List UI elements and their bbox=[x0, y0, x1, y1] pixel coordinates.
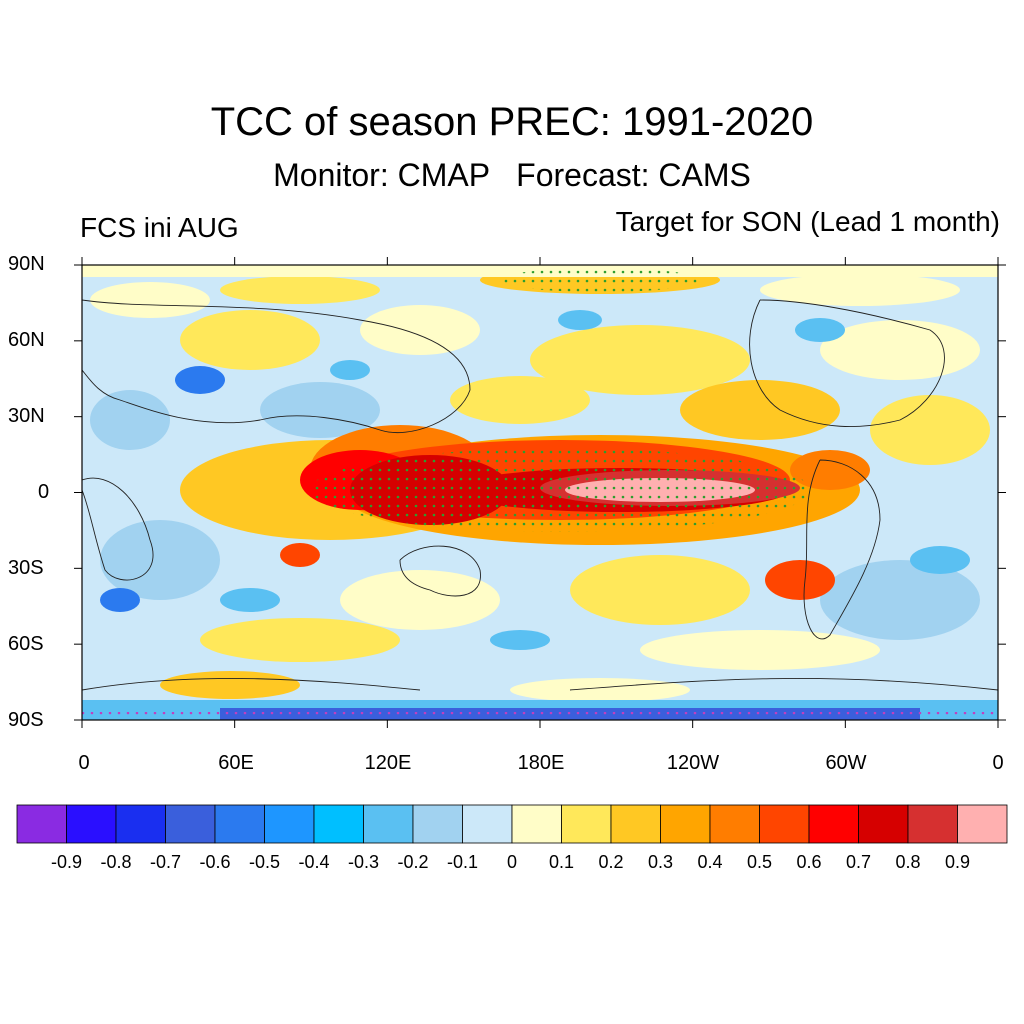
colorbar-swatch bbox=[907, 804, 958, 844]
lon-label: 60W bbox=[825, 752, 867, 774]
colorbar-swatch bbox=[313, 804, 364, 844]
lat-label: 60S bbox=[8, 633, 44, 655]
colorbar-tick-label: 0.7 bbox=[845, 852, 872, 872]
colorbar-swatch bbox=[165, 804, 216, 844]
lat-label: 30N bbox=[8, 405, 45, 427]
colorbar-tick-label: -0.3 bbox=[347, 852, 380, 872]
colorbar-tick-label: 0.3 bbox=[647, 852, 674, 872]
colorbar-swatch bbox=[610, 804, 661, 844]
axis-ticks bbox=[74, 257, 1006, 728]
colorbar-tick-label: 0.6 bbox=[796, 852, 822, 872]
lon-label: 0 bbox=[78, 752, 90, 774]
colorbar-tick-label: -0.1 bbox=[446, 852, 479, 872]
colorbar-tick-label: 0.2 bbox=[598, 852, 624, 872]
plot-subtitle: Monitor: CMAP Forecast: CAMS bbox=[273, 157, 751, 193]
lon-label: 180E bbox=[517, 752, 565, 774]
plot-title: TCC of season PREC: 1991-2020 bbox=[210, 100, 814, 144]
map-field bbox=[82, 265, 998, 720]
colorbar-swatch bbox=[462, 804, 513, 844]
colorbar-tick-label: -0.7 bbox=[149, 852, 182, 872]
colorbar-swatch bbox=[412, 804, 463, 844]
colorbar-swatch bbox=[660, 804, 711, 844]
colorbar-tick-label: -0.8 bbox=[100, 852, 132, 872]
colorbar-tick-label: -0.6 bbox=[199, 852, 231, 872]
colorbar bbox=[16, 804, 1008, 844]
colorbar-tick-label: -0.5 bbox=[248, 852, 281, 872]
stipple-north-pacific bbox=[500, 268, 700, 292]
lon-label: 120W bbox=[666, 752, 720, 774]
lat-label: 90S bbox=[8, 709, 44, 731]
colorbar-swatch bbox=[759, 804, 810, 844]
colorbar-swatch bbox=[808, 804, 859, 844]
field-blobs-light bbox=[90, 266, 990, 702]
colorbar-swatch bbox=[16, 804, 67, 844]
colorbar-tick-label: 0.5 bbox=[746, 852, 773, 872]
colorbar-tick-label: -0.9 bbox=[50, 852, 83, 872]
colorbar-swatch bbox=[66, 804, 117, 844]
colorbar-swatch bbox=[709, 804, 760, 844]
coastlines bbox=[82, 299, 998, 691]
colorbar-tick-label: -0.2 bbox=[397, 852, 429, 872]
colorbar-swatch bbox=[363, 804, 414, 844]
lon-label: 60E bbox=[218, 752, 254, 774]
right-label: Target for SON (Lead 1 month) bbox=[615, 206, 1000, 237]
lat-label: 0 bbox=[38, 481, 50, 503]
left-label: FCS ini AUG bbox=[80, 212, 239, 243]
colorbar-tick-label: 0.8 bbox=[895, 852, 921, 872]
lon-label: 0 bbox=[992, 752, 1004, 774]
stipple-tropics bbox=[310, 448, 810, 532]
colorbar-swatch bbox=[561, 804, 612, 844]
colorbar-tick-label: 0.1 bbox=[548, 852, 575, 872]
colorbar-tick-label: 0.9 bbox=[944, 852, 971, 872]
colorbar-swatch bbox=[264, 804, 315, 844]
colorbar-tick-label: 0.4 bbox=[697, 852, 723, 872]
colorbar-swatch bbox=[511, 804, 562, 844]
lon-label: 120E bbox=[364, 752, 412, 774]
lat-label: 90N bbox=[8, 253, 45, 275]
colorbar-tick-label: 0 bbox=[506, 852, 518, 872]
colorbar-tick-label: -0.4 bbox=[298, 852, 330, 872]
stipple-antarctic bbox=[82, 712, 998, 720]
colorbar-swatch bbox=[214, 804, 265, 844]
lat-label: 30S bbox=[8, 557, 44, 579]
colorbar-swatch bbox=[858, 804, 909, 844]
colorbar-swatch bbox=[115, 804, 166, 844]
field-blobs-cool bbox=[100, 310, 970, 650]
lat-label: 60N bbox=[8, 329, 45, 351]
colorbar-swatch bbox=[957, 804, 1008, 844]
